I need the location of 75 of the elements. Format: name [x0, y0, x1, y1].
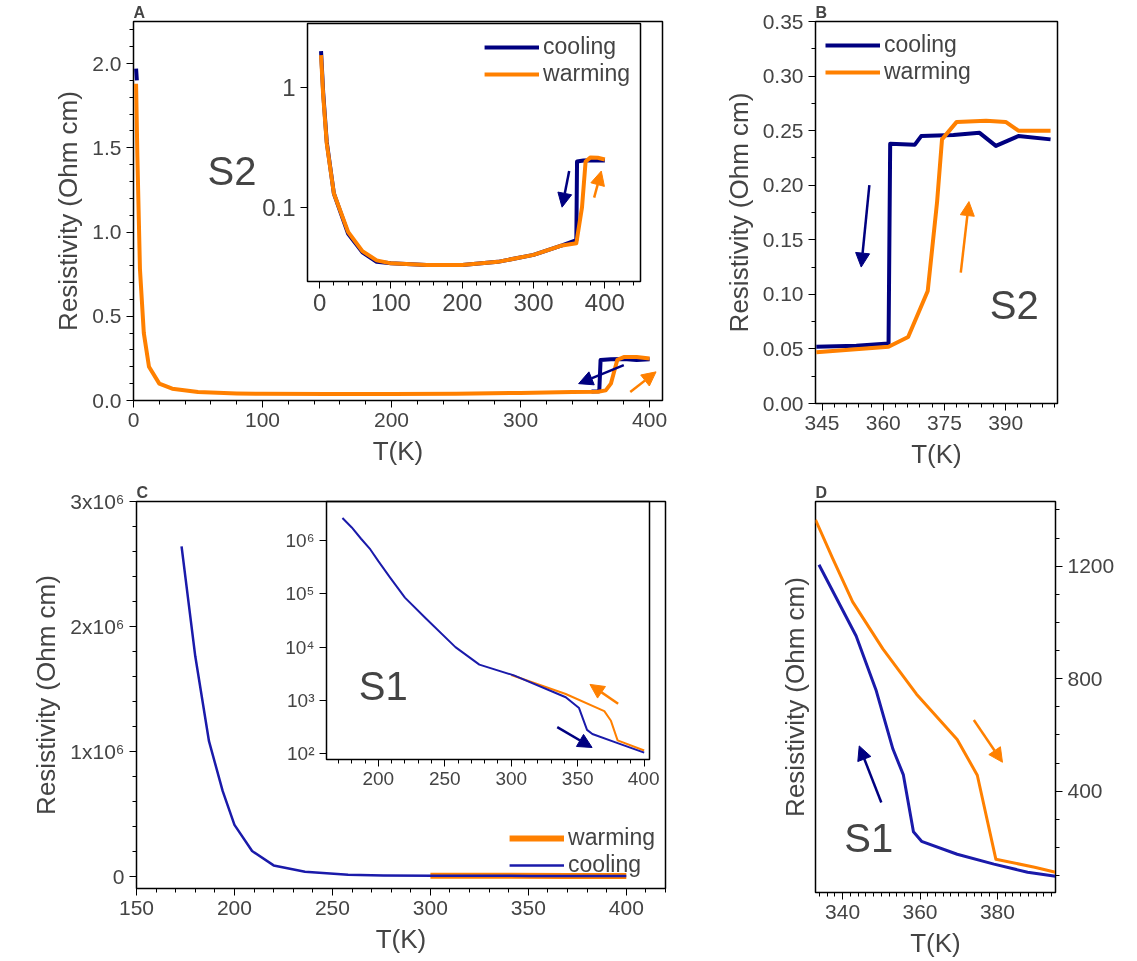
x-tick-label: 100 [370, 288, 411, 316]
x-tick-label: 400 [627, 767, 660, 789]
x-tick-label: 400 [632, 407, 668, 431]
x-tick-label: 390 [988, 410, 1024, 434]
y-tick-label: 0.15 [762, 227, 804, 251]
chart-title: C [136, 483, 149, 501]
y-tick-label: 0.0 [92, 388, 122, 412]
y-tick-label: 3x10⁶ [70, 490, 125, 513]
y-axis-title: Resistivity (Ohm cm) [53, 91, 84, 331]
y-tick-label: 0.05 [762, 336, 804, 360]
x-tick-label: 200 [374, 407, 410, 431]
x-tick-label: 250 [314, 895, 350, 919]
legend-label: cooling [884, 31, 957, 58]
x-axis-title: T(K) [910, 927, 961, 958]
legend-label: warming [543, 60, 630, 87]
legend-label: cooling [568, 851, 641, 878]
y-axis-title: Resistivity (Ohm cm) [779, 577, 810, 817]
chart-title: B [815, 3, 828, 21]
y-tick-label: 0.1 [262, 193, 296, 221]
x-tick-label: 300 [495, 767, 528, 789]
y-axis-title: Resistivity (Ohm cm) [723, 92, 754, 333]
chart-title: A [133, 3, 146, 21]
x-tick-label: 200 [216, 895, 252, 919]
annotation: S2 [207, 148, 257, 193]
x-tick-label: 375 [926, 410, 962, 434]
x-tick-label: 150 [118, 895, 155, 919]
y-tick-label: 10³ [287, 689, 315, 711]
x-axis-title: T(K) [375, 923, 427, 954]
x-tick-label: 0 [127, 407, 140, 431]
annotation: S2 [989, 282, 1039, 327]
y-axis-title: Resistivity (Ohm cm) [31, 575, 62, 815]
y-tick-label: 0.5 [92, 304, 122, 328]
x-tick-label: 200 [362, 767, 395, 789]
x-tick-label: 350 [561, 767, 594, 789]
y-tick-label: 1.0 [92, 220, 122, 244]
x-tick-label: 100 [245, 407, 281, 431]
x-axis-title: T(K) [372, 435, 424, 466]
y-tick-label: 10⁴ [285, 636, 315, 658]
y-tick-label: 1.5 [92, 135, 122, 159]
x-tick-label: 300 [503, 407, 539, 431]
y-tick-label: 2x10⁶ [70, 614, 125, 638]
legend-label: warming [568, 824, 655, 851]
x-tick-label: 200 [442, 288, 483, 316]
legend-label: cooling [543, 33, 616, 60]
x-tick-label: 300 [513, 288, 554, 316]
y-tick-label: 10² [287, 743, 315, 765]
y-tick-label: 1x10⁶ [70, 739, 125, 763]
annotation: S1 [358, 663, 408, 708]
y-tick-label: 0.20 [762, 173, 804, 197]
chart-title: D [815, 483, 828, 501]
x-tick-label: 250 [428, 767, 461, 789]
x-tick-label: 300 [412, 895, 448, 919]
y-tick-label: 0.35 [762, 9, 804, 33]
x-tick-label: 360 [902, 899, 938, 923]
x-tick-label: 345 [804, 410, 840, 434]
x-tick-label: 400 [608, 895, 644, 919]
y-tick-label: 0 [112, 864, 125, 888]
y-tick-label: 0.10 [762, 282, 804, 306]
x-tick-label: 400 [584, 288, 625, 316]
legend-label: warming [884, 58, 971, 85]
y-tick-label: 10⁶ [285, 530, 315, 552]
x-tick-label: 350 [510, 895, 546, 919]
y2-tick-label: 1200 [1067, 554, 1115, 578]
x-tick-label: 380 [979, 899, 1015, 923]
y-tick-label: 0.00 [762, 391, 804, 415]
y2-tick-label: 800 [1067, 666, 1103, 690]
y-tick-label: 10⁵ [285, 583, 315, 605]
y-tick-label: 1 [282, 73, 296, 101]
annotation: S1 [844, 816, 894, 861]
x-tick-label: 340 [825, 899, 861, 923]
x-axis-title: T(K) [911, 438, 962, 469]
y-tick-label: 0.25 [762, 118, 804, 142]
y-tick-label: 0.30 [762, 64, 804, 88]
x-tick-label: 360 [865, 410, 901, 434]
y-tick-label: 2.0 [92, 51, 122, 75]
